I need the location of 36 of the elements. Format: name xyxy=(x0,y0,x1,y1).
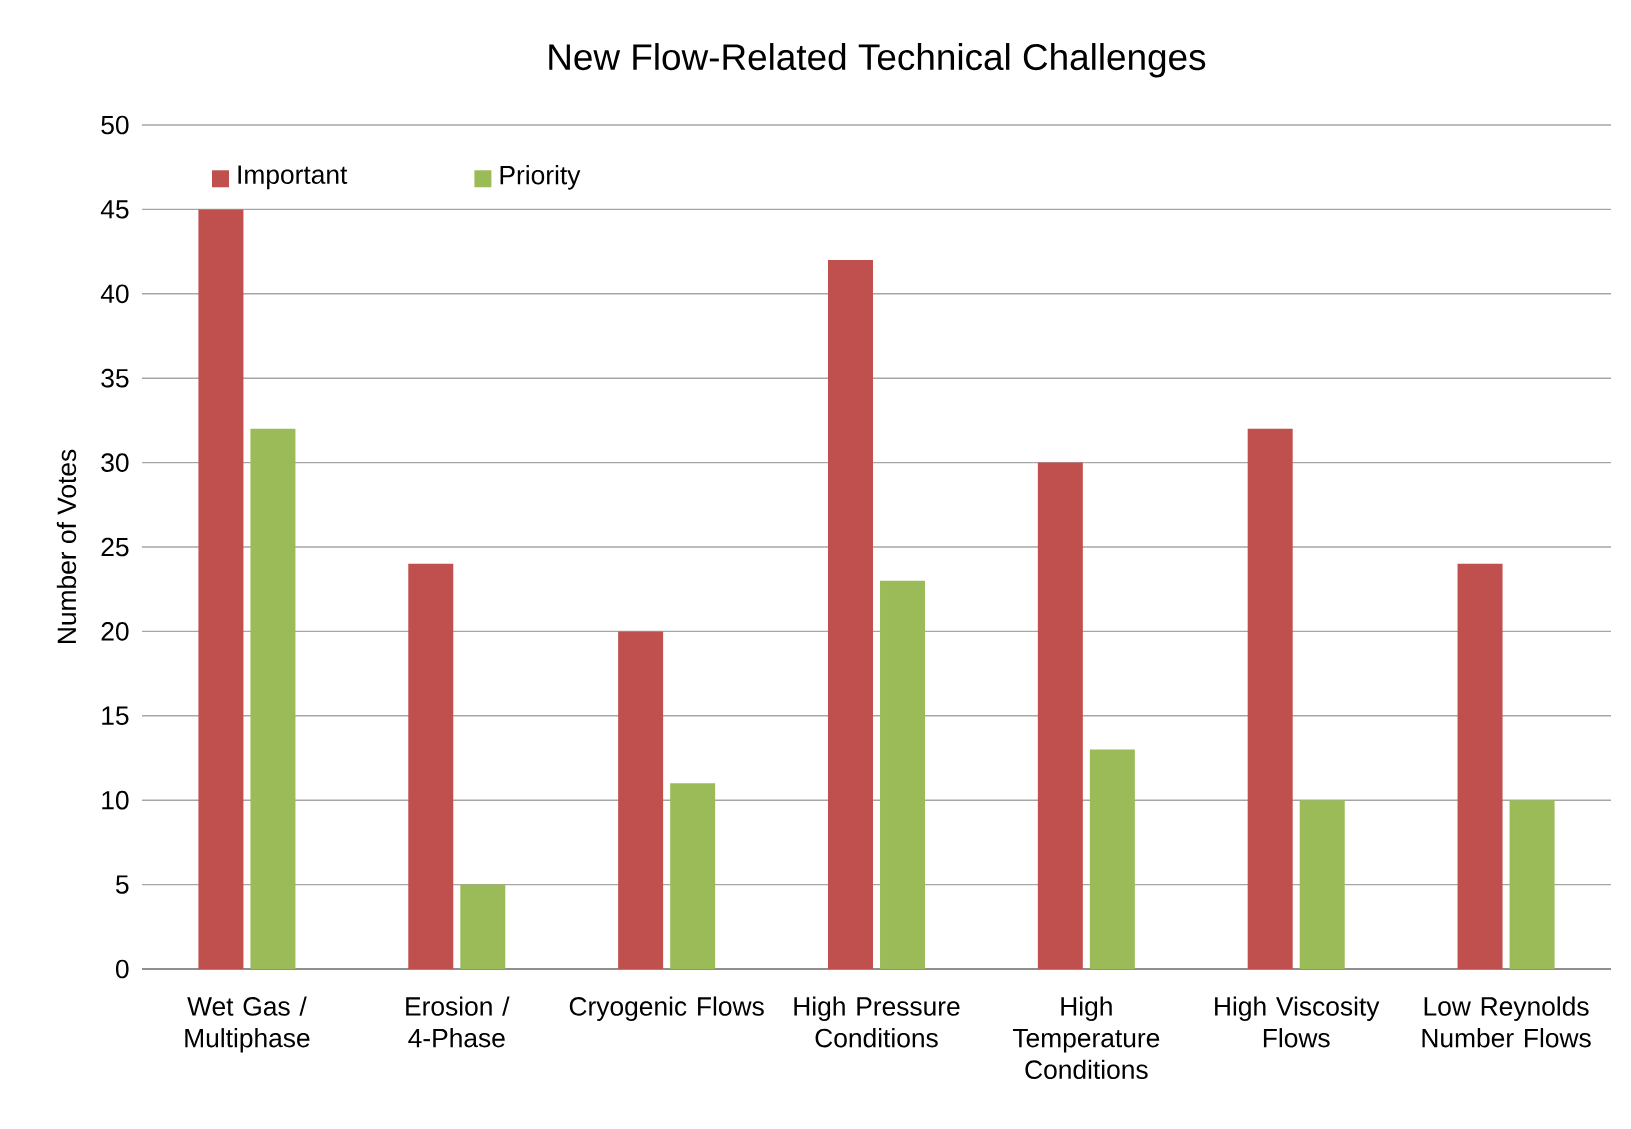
x-tick-label: Erosion / 4-Phase xyxy=(406,996,510,1048)
y-tick-label: 30 xyxy=(101,453,129,472)
bar xyxy=(1089,749,1135,969)
y-tick-label: 25 xyxy=(101,537,129,557)
bar xyxy=(408,563,454,969)
y-tick-label: 45 xyxy=(100,200,129,219)
y-tick-label: 20 xyxy=(101,622,129,641)
bar xyxy=(1509,800,1555,969)
bar xyxy=(827,260,873,969)
legend-label: Priority xyxy=(500,165,581,190)
x-tick-label: High Viscosity Flows xyxy=(1215,996,1380,1048)
bar xyxy=(670,783,716,969)
bar xyxy=(618,631,664,969)
bar xyxy=(1037,462,1083,969)
y-tick-label: 40 xyxy=(100,284,129,304)
legend-label: Important xyxy=(238,165,348,190)
y-tick-label: 35 xyxy=(101,368,129,388)
y-axis-title: Number of Votes xyxy=(56,449,77,644)
x-tick-label: Cryogenic Flows xyxy=(569,996,764,1021)
x-tick-label: High Temperature Conditions xyxy=(1012,996,1160,1080)
x-tick-label: Wet Gas / Multiphase xyxy=(185,996,310,1053)
y-tick-label: 50 xyxy=(101,115,129,135)
bar xyxy=(460,884,506,969)
bar xyxy=(1247,428,1293,969)
y-tick-label: 10 xyxy=(102,790,129,810)
chart-title: New Flow-Related Technical Challenges xyxy=(549,43,1206,78)
bar xyxy=(250,428,296,969)
x-tick-label: High Pressure Conditions xyxy=(794,996,960,1048)
y-tick-label: 0 xyxy=(115,959,129,979)
y-tick-label: 5 xyxy=(115,875,129,894)
bar xyxy=(198,209,244,969)
bar xyxy=(1299,800,1345,969)
bar xyxy=(880,580,926,969)
bar xyxy=(1457,563,1503,969)
x-tick-label: Low Reynolds Number Flows xyxy=(1422,996,1591,1048)
y-tick-label: 15 xyxy=(102,706,129,726)
